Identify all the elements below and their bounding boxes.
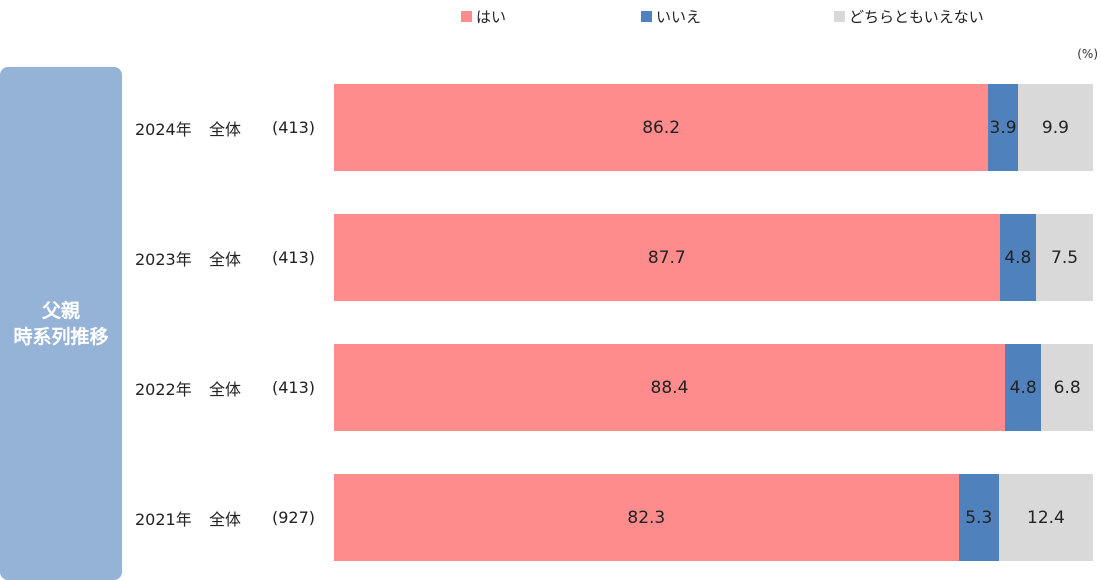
bar-segment-neutral: 12.4 <box>998 474 1093 561</box>
row-year-label: 2024年 <box>135 119 192 139</box>
data-label: 12.4 <box>1027 507 1065 528</box>
legend-label-yes: はい <box>476 8 507 26</box>
legend-item-neutral: どちらともいえない <box>834 6 984 27</box>
row-sample-size: (413) <box>272 118 316 137</box>
legend-label-neutral: どちらともいえない <box>849 8 984 26</box>
bar-segment-no: 4.8 <box>999 214 1037 301</box>
bar-segment-yes: 86.2 <box>334 84 989 171</box>
legend-swatch-no <box>641 11 652 22</box>
bar-segment-no: 3.9 <box>988 84 1018 171</box>
data-label: 82.3 <box>627 507 666 528</box>
bar-segment-neutral: 9.9 <box>1017 84 1093 171</box>
data-label: 88.4 <box>650 377 689 398</box>
bar-segment-no: 5.3 <box>958 474 999 561</box>
bar-segment-yes: 82.3 <box>334 474 959 561</box>
data-label: 87.7 <box>647 247 686 268</box>
row-sample-size: (413) <box>272 378 316 397</box>
unit-label: (%) <box>1077 47 1098 61</box>
row-group-label: 全体 <box>209 379 242 399</box>
legend-item-no: いいえ <box>641 6 701 27</box>
stacked-bar: 87.7 4.8 7.5 <box>334 214 1093 301</box>
data-label: 4.8 <box>1004 247 1032 268</box>
side-panel-title: 父親 時系列推移 <box>13 299 109 348</box>
data-label: 3.9 <box>989 117 1017 138</box>
legend-swatch-yes <box>461 11 472 22</box>
row-year-label: 2022年 <box>135 379 192 399</box>
row-group-label: 全体 <box>209 509 242 529</box>
row-group-label: 全体 <box>209 249 242 269</box>
bar-segment-neutral: 6.8 <box>1041 344 1093 431</box>
data-label: 86.2 <box>642 117 681 138</box>
row-year-label: 2021年 <box>135 509 192 529</box>
data-label: 5.3 <box>965 507 993 528</box>
legend-swatch-neutral <box>834 11 845 22</box>
row-year-label: 2023年 <box>135 249 192 269</box>
stacked-bar: 88.4 4.8 6.8 <box>334 344 1093 431</box>
bar-segment-yes: 88.4 <box>334 344 1005 431</box>
legend-item-yes: はい <box>461 6 506 27</box>
data-label: 9.9 <box>1041 117 1069 138</box>
data-label: 7.5 <box>1051 247 1079 268</box>
bar-segment-yes: 87.7 <box>334 214 1000 301</box>
bar-segment-neutral: 7.5 <box>1036 214 1093 301</box>
row-sample-size: (927) <box>272 508 316 527</box>
data-label: 6.8 <box>1053 377 1081 398</box>
row-group-label: 全体 <box>209 119 242 139</box>
stacked-bar: 82.3 5.3 12.4 <box>334 474 1093 561</box>
data-label: 4.8 <box>1009 377 1037 398</box>
bar-segment-no: 4.8 <box>1004 344 1042 431</box>
stacked-bar: 86.2 3.9 9.9 <box>334 84 1093 171</box>
row-sample-size: (413) <box>272 248 316 267</box>
side-panel: 父親 時系列推移 <box>0 67 122 580</box>
legend-label-no: いいえ <box>656 8 702 26</box>
chart-legend: はい いいえ どちらともいえない <box>0 6 1101 28</box>
